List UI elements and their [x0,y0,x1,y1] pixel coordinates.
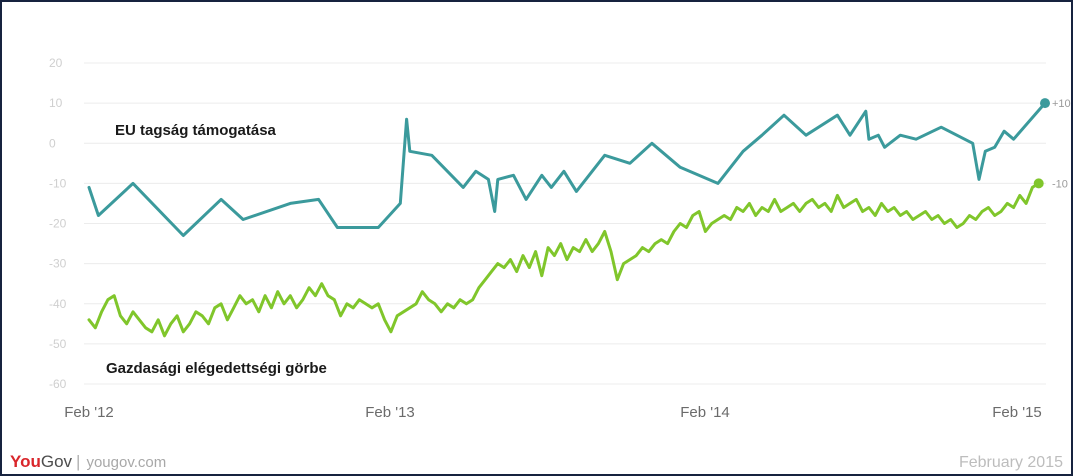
y-tick-label: -60 [49,377,67,391]
brand-you: You [10,452,41,471]
economic-satisfaction-line [87,181,1041,338]
x-tick-label: Feb '12 [64,404,114,421]
brand-separator: | [76,452,81,471]
eu-end-label: +10 [1052,98,1071,110]
yougov-logo[interactable]: YouGov | yougov.com [10,453,166,472]
x-tick-labels: Feb '12 Feb '13 Feb '14 Feb '15 [64,404,1042,421]
publish-date: February 2015 [958,454,1063,471]
y-tick-label: -10 [49,176,67,190]
x-tick-label: Feb '14 [680,404,730,421]
footer: YouGov | yougov.com February 2015 [2,432,1071,474]
econ-end-label: -10 [1052,178,1068,190]
y-tick-label: -50 [49,337,67,351]
brand-url: yougov.com [86,454,167,471]
brand-gov: Gov [40,452,73,471]
eu-end-point [1040,98,1050,109]
chart-area: 20 10 0 -10 -20 -30 -40 -50 -60 Feb '12 Feb '13 Fe… [2,2,1071,432]
y-tick-labels: 20 10 0 -10 -20 -30 -40 -50 -60 [49,56,67,391]
econ-series-label: Gazdasági elégedettségi görbe [106,360,327,377]
y-tick-label: -20 [49,217,67,231]
grid-lines [84,62,1046,385]
econ-end-point [1033,178,1044,189]
eu-series-label: EU tagság támogatása [115,122,277,139]
y-tick-label: 10 [49,96,63,110]
series-labels: EU tagság támogatása +10 Gazdasági elégede… [106,98,1071,377]
series-lines [87,98,1050,338]
eu-support-line [87,101,1047,237]
y-tick-label: -40 [49,297,67,311]
y-tick-label: -30 [49,257,67,271]
y-tick-label: 0 [49,136,56,150]
x-tick-label: Feb '13 [365,404,415,421]
x-tick-label: Feb '15 [992,404,1042,421]
y-tick-label: 20 [49,56,63,70]
